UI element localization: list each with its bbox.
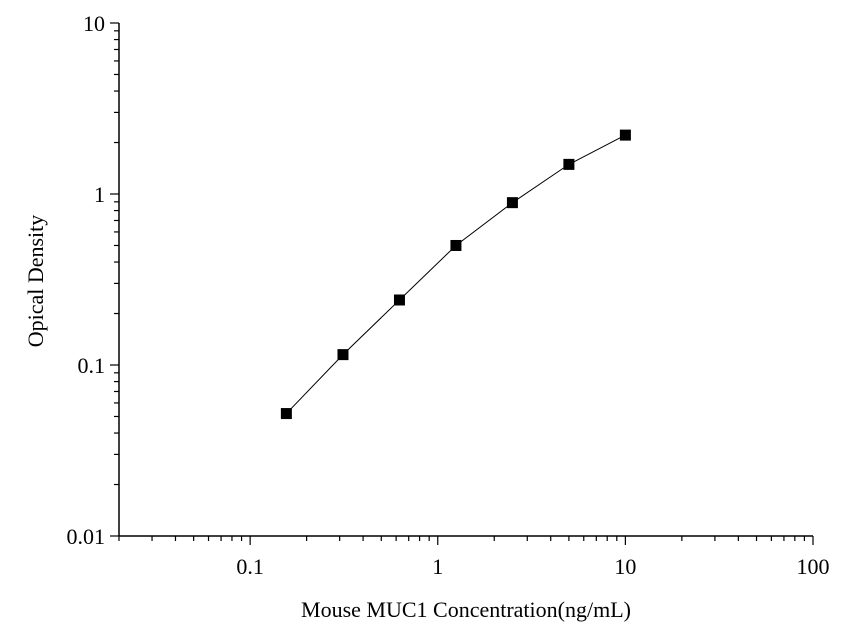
data-point (619, 129, 631, 141)
major-ticks (110, 22, 814, 545)
x-tick-label: 100 (797, 554, 830, 579)
x-tick-label: 1 (432, 554, 443, 579)
series-lines (286, 134, 626, 414)
x-tick-labels: 0.1 1 10 100 (236, 554, 829, 579)
y-tick-labels: 0.01 0.1 1 10 (67, 11, 106, 549)
x-tick-label: 10 (614, 554, 636, 579)
markers (280, 129, 631, 420)
y-tick-label: 0.01 (67, 524, 106, 549)
x-axis-title: Mouse MUC1 Concentration(ng/mL) (301, 597, 631, 622)
data-point (563, 158, 575, 170)
x-tick-label: 0.1 (236, 554, 264, 579)
data-point (337, 349, 349, 361)
y-tick-label: 1 (94, 182, 105, 207)
data-point (393, 294, 405, 306)
series-line (286, 134, 626, 414)
data-point (450, 239, 462, 251)
y-tick-label: 0.1 (78, 353, 106, 378)
y-tick-label: 10 (83, 11, 105, 36)
data-point (280, 408, 292, 420)
minor-ticks (114, 30, 806, 541)
y-axis-title: Opical Density (23, 215, 48, 348)
data-point (506, 197, 518, 209)
